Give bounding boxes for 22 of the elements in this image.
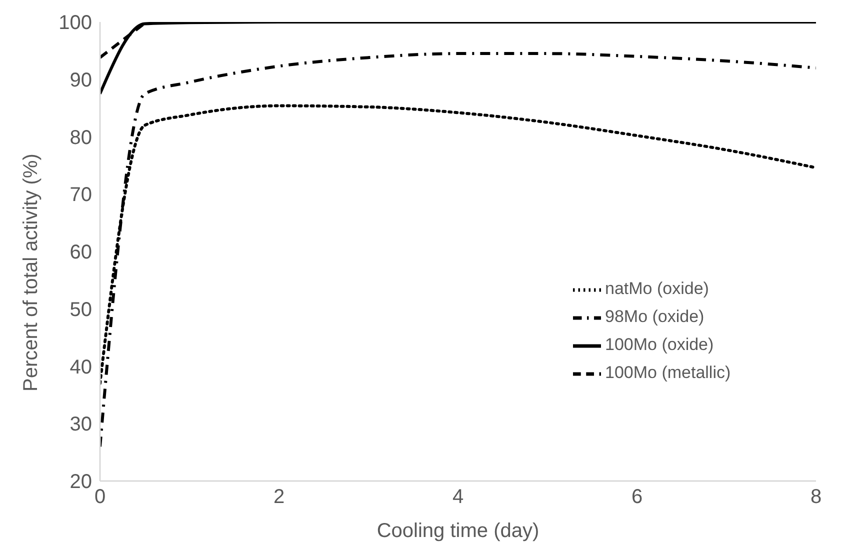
y-tick-label: 100 — [58, 12, 92, 34]
x-tick-label: 6 — [631, 486, 643, 508]
legend-label: 98Mo (oxide) — [605, 307, 704, 326]
x-tick-label: 2 — [273, 486, 285, 508]
x-tick-label: 4 — [452, 486, 464, 508]
y-tick-label: 90 — [70, 69, 92, 92]
y-tick-label: 80 — [70, 126, 92, 149]
y-tick-label: 70 — [70, 184, 92, 206]
line-series — [100, 52, 816, 448]
legend-label: natMo (oxide) — [605, 279, 709, 298]
y-axis-title: Percent of total activity (%) — [20, 154, 42, 392]
y-tick-label: 50 — [70, 298, 92, 321]
x-tick-label: 8 — [810, 486, 822, 508]
y-tick-label: 60 — [70, 242, 92, 264]
legend-label: 100Mo (metallic) — [605, 363, 731, 382]
y-tick-label: 40 — [70, 356, 92, 378]
line-series — [100, 22, 816, 96]
legend-label: 100Mo (oxide) — [605, 335, 714, 354]
x-axis-title: Cooling time (day) — [376, 520, 540, 542]
x-tick-label: 0 — [94, 486, 106, 508]
y-tick-label: 30 — [70, 414, 92, 436]
y-tick-label: 20 — [70, 471, 92, 494]
